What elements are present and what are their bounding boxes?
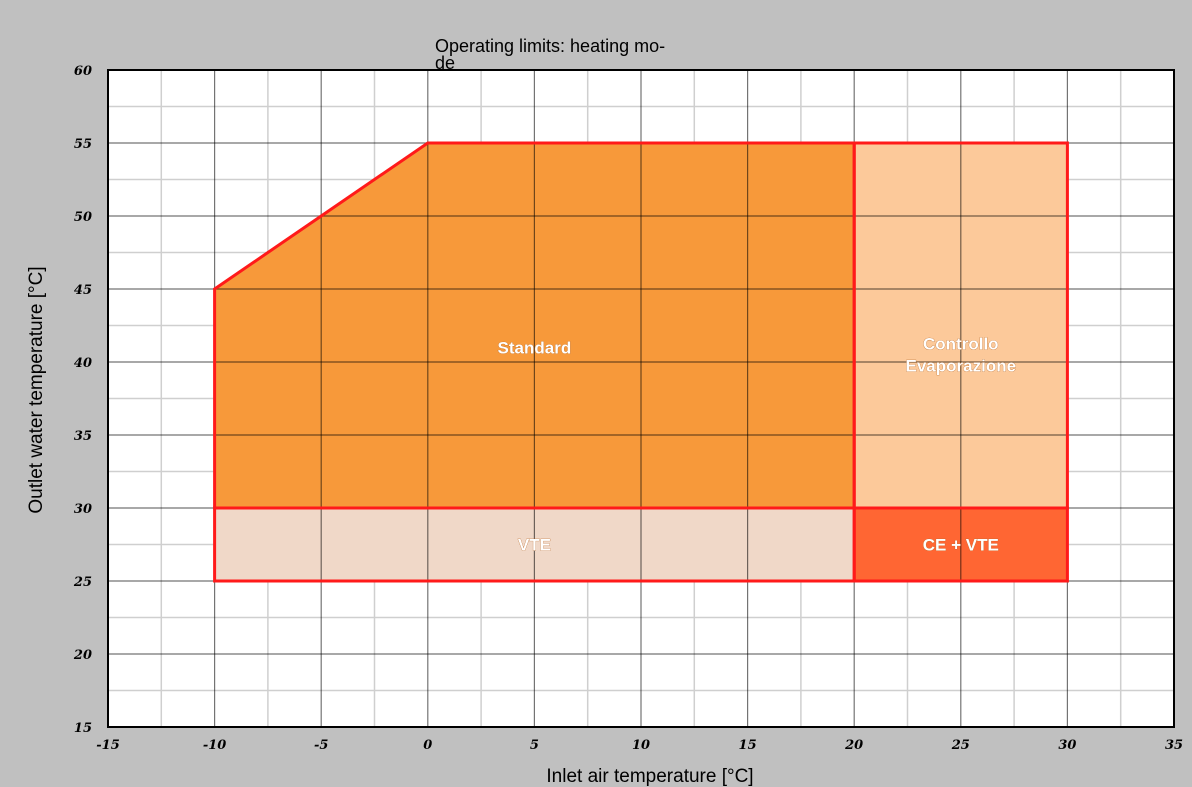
y-tick-label: 50: [74, 210, 92, 225]
x-tick-label: -15: [96, 738, 120, 753]
y-tick-labels: 15 20 25 30 35 40 45 50 55 60: [73, 64, 92, 736]
x-tick-label: 20: [844, 738, 863, 753]
y-tick-label: 40: [74, 356, 92, 371]
region-label: Evaporazione: [906, 357, 1017, 376]
region-borders: [213, 141, 1069, 583]
y-tick-label: 55: [74, 137, 92, 152]
y-axis-label: Outlet water temperature [°C]: [26, 266, 47, 513]
x-tick-label: -5: [314, 738, 328, 753]
y-tick-label: 35: [74, 429, 92, 444]
x-tick-label: 30: [1058, 738, 1076, 753]
y-tick-label: 30: [74, 502, 92, 517]
y-tick-label: 45: [74, 283, 92, 298]
x-tick-labels: -15 -10 -5 0 5 10 15 20 25 30 35: [96, 738, 1183, 753]
region-label: Controllo: [923, 335, 999, 354]
plot-frame: [107, 69, 1175, 728]
y-tick-label: 15: [74, 721, 92, 736]
chart-title-line-1: Operating limits: heating mo-: [435, 36, 665, 56]
y-tick-label: 25: [73, 575, 92, 590]
x-tick-label: 25: [951, 738, 970, 753]
region-label: VTE: [518, 536, 551, 555]
x-tick-label: 5: [530, 738, 539, 753]
region-label: CE + VTE: [923, 536, 999, 555]
y-tick-label: 20: [73, 648, 92, 663]
operating-regions: [214, 143, 1068, 581]
x-tick-label: 15: [739, 738, 757, 753]
x-axis-label: Inlet air temperature [°C]: [546, 766, 753, 787]
x-tick-label: 35: [1165, 738, 1183, 753]
x-tick-label: 0: [423, 738, 432, 753]
x-tick-label: 10: [632, 738, 650, 753]
chart-title-line-2: de: [435, 53, 455, 73]
x-tick-label: -10: [203, 738, 227, 753]
region-label: Standard: [498, 338, 572, 357]
y-tick-label: 60: [74, 64, 92, 79]
region-labels: Standard Controllo Evaporazione VTE CE + VTE: [497, 334, 1017, 555]
region-border: [852, 506, 1069, 583]
